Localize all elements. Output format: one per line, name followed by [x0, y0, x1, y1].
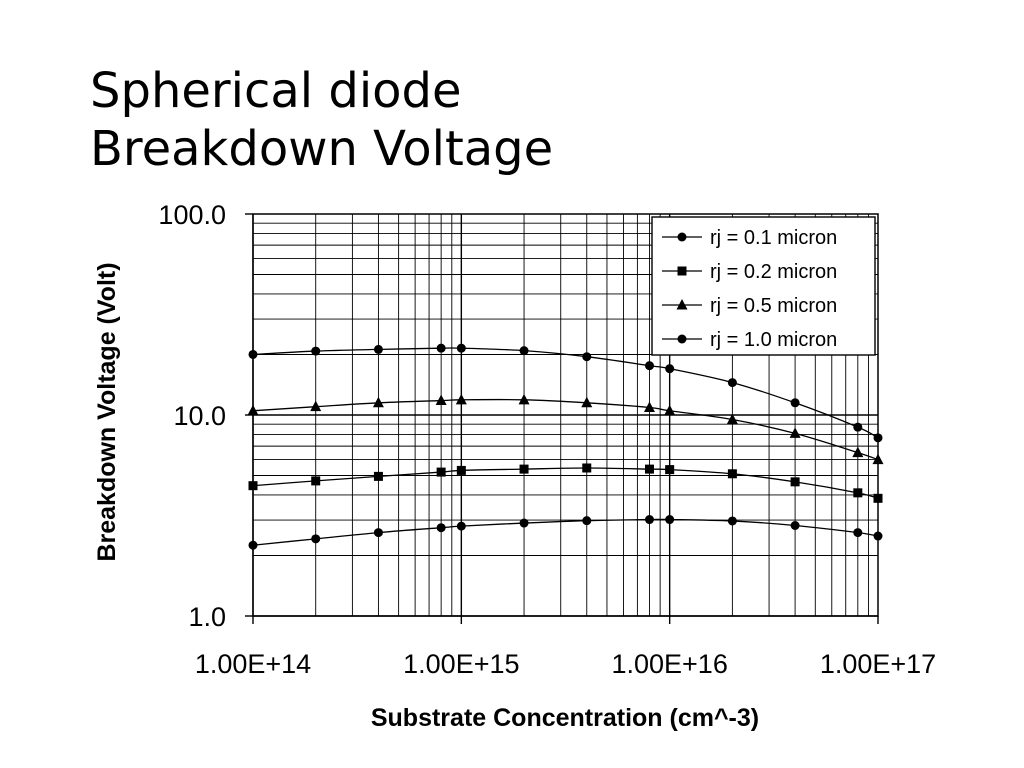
legend-label: rj = 0.1 micron [710, 227, 837, 249]
series-2 [248, 463, 883, 503]
legend-label: rj = 0.2 micron [710, 261, 837, 283]
data-point-triangle [643, 401, 655, 412]
data-point-triangle [872, 453, 884, 465]
data-point-circle [665, 515, 675, 525]
data-point-triangle [372, 396, 384, 408]
data-point-square [644, 464, 654, 474]
data-point-circle [582, 352, 592, 362]
series-line [252, 398, 879, 461]
data-point-circle [853, 422, 863, 432]
data-point-triangle [581, 396, 593, 408]
legend-item: rj = 0.2 micron [662, 261, 837, 283]
data-point-square [677, 266, 687, 276]
slide-title-line-2: Breakdown Voltage [90, 121, 554, 177]
data-point-square [248, 481, 258, 491]
data-point-square [873, 493, 883, 503]
legend-label: rj = 0.5 micron [710, 295, 837, 317]
data-point-circle [248, 349, 258, 359]
legend-box [651, 216, 876, 356]
data-point-circle [873, 433, 883, 443]
data-point-square [853, 488, 863, 498]
data-point-circle [677, 232, 687, 242]
data-point-triangle [247, 404, 259, 416]
legend-item: rj = 0.5 micron [662, 295, 837, 317]
data-point-square [456, 465, 466, 475]
data-point-triangle [789, 427, 801, 438]
data-point-triangle [676, 299, 688, 310]
data-point-circle [727, 378, 737, 388]
data-point-circle [790, 520, 800, 530]
x-tick-label: 1.00E+17 [820, 649, 936, 679]
tick-labels: 1.00E+14 1.00E+15 1.00E+16 1.00E+17 1.0 10.0 1… [158, 200, 936, 679]
y-axis-label: Breakdown Voltage (Volt) [93, 262, 121, 561]
x-tick-label: 1.00E+14 [195, 649, 311, 679]
data-point-triangle [435, 394, 447, 406]
data-point-circle [456, 521, 466, 531]
data-point-circle [436, 343, 446, 353]
data-point-triangle [518, 393, 530, 405]
series-line [252, 467, 879, 499]
x-tick-label: 1.00E+15 [403, 649, 519, 679]
series-line [252, 518, 879, 546]
data-point-square [665, 465, 675, 475]
y-tick-label: 100.0 [158, 200, 226, 230]
data-point-square [311, 476, 321, 486]
legend-label: rj = 1.0 micron [710, 329, 837, 351]
data-point-circle [436, 523, 446, 533]
y-tick-label: 10.0 [173, 401, 226, 431]
data-point-circle [727, 516, 737, 526]
legend-item: rj = 1.0 micron [662, 329, 837, 351]
x-axis-label: Substrate Concentration (cm^-3) [371, 704, 759, 732]
data-point-circle [519, 346, 529, 356]
data-point-square [727, 469, 737, 479]
data-point-circle [311, 346, 321, 356]
data-point-circle [644, 361, 654, 371]
data-point-square [790, 477, 800, 487]
data-point-circle [665, 364, 675, 374]
legend: rj = 0.1 micron rj = 0.2 micron rj = 0.5 m… [651, 216, 876, 356]
data-point-circle [311, 534, 321, 544]
data-point-triangle [664, 404, 676, 416]
data-point-square [373, 471, 383, 481]
slide-title-line-1: Spherical diode [90, 63, 462, 119]
data-point-circle [873, 531, 883, 541]
data-point-square [582, 463, 592, 473]
data-point-square [519, 464, 529, 474]
data-point-circle [456, 343, 466, 353]
slide-title: Spherical diode Breakdown Voltage [90, 62, 890, 178]
data-point-circle [248, 540, 258, 550]
data-point-circle [853, 528, 863, 538]
data-point-triangle [455, 393, 467, 405]
series-3 [247, 393, 884, 465]
data-point-circle [373, 344, 383, 354]
data-point-triangle [310, 400, 322, 412]
x-tick-label: 1.00E+16 [611, 649, 727, 679]
data-point-circle [582, 516, 592, 526]
data-point-circle [519, 518, 529, 528]
series-layer [247, 343, 884, 550]
data-point-circle [373, 528, 383, 538]
data-point-circle [677, 334, 687, 344]
data-point-circle [790, 398, 800, 408]
data-point-circle [644, 515, 654, 525]
data-point-triangle [726, 413, 738, 424]
data-point-triangle [852, 446, 864, 458]
series-4 [248, 343, 883, 443]
series-1 [248, 515, 883, 550]
y-tick-label: 1.0 [188, 602, 226, 632]
data-point-square [436, 467, 446, 477]
legend-item: rj = 0.1 micron [662, 227, 837, 249]
